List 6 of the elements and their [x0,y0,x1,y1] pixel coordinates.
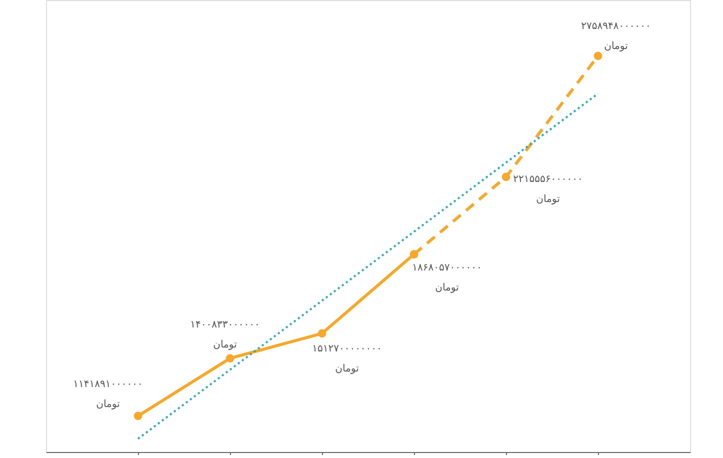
data-label: ۱۵۱۲۷۰۰۰۰۰۰۰۰ تومان [312,343,382,374]
data-label: ۱۱۴۱۸۹۱۰۰۰۰۰۰ تومان [73,378,143,410]
data-label: ۲۲۱۵۵۵۶۰۰۰۰۰۰ تومان [513,174,583,205]
data-label: ۱۸۶۸۰۵۷۰۰۰۰۰۰ تومان [412,262,482,294]
data-label: ۱۴۰۰۸۳۳۰۰۰۰۰۰ تومان [190,319,260,350]
data-label: ۲۷۵۸۹۴۸۰۰۰۰۰۰ تومان [581,20,651,52]
